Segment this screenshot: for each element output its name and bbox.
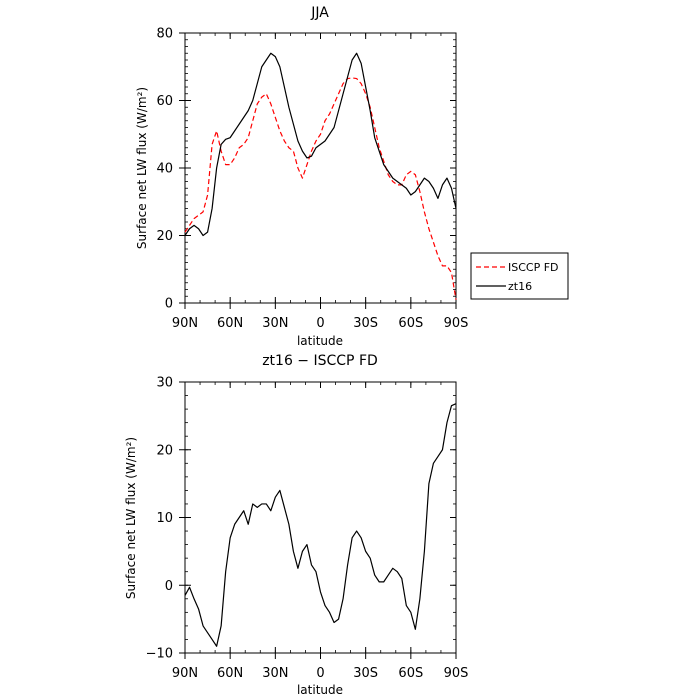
bottom-y-ticks: −10 0 10 20 30 <box>146 376 456 662</box>
top-x-tick-label: 60S <box>398 316 423 331</box>
bottom-x-tick-label: 0 <box>316 666 324 681</box>
top-panel: JJA 0 20 40 60 80 90N 60N 30N 0 30S 60S 90S latitu… <box>135 5 569 348</box>
top-y-tick-label: 0 <box>165 297 173 312</box>
top-x-tick-label: 30N <box>262 316 288 331</box>
top-x-tick-label: 0 <box>316 316 324 331</box>
top-series-line-isccp-fd <box>184 77 457 300</box>
legend-label-isccp: ISCCP FD <box>508 261 559 274</box>
bottom-y-tick-label: 30 <box>156 376 173 391</box>
legend-label-zt16: zt16 <box>508 280 532 293</box>
bottom-series <box>184 403 457 647</box>
top-series <box>184 52 457 300</box>
top-y-tick-label: 80 <box>156 27 173 42</box>
bottom-x-tick-label: 90N <box>172 666 198 681</box>
bottom-y-tick-label: 0 <box>165 579 173 594</box>
bottom-plot-frame <box>184 381 457 654</box>
top-x-tick-label: 60N <box>217 316 243 331</box>
bottom-chart-title: zt16 − ISCCP FD <box>262 353 378 369</box>
top-y-tick-label: 60 <box>156 94 173 109</box>
top-y-ticks: 0 20 40 60 80 <box>156 27 456 312</box>
top-x-minor-ticks <box>184 33 457 303</box>
bottom-x-tick-label: 60S <box>398 666 423 681</box>
top-y-axis-label: Surface net LW flux (W/m²) <box>135 87 149 249</box>
top-x-ticks: 90N 60N 30N 0 30S 60S 90S <box>172 33 469 331</box>
bottom-y-tick-label: 20 <box>156 443 173 458</box>
bottom-panel: zt16 − ISCCP FD −10 0 10 20 30 90N 60N 30N 0 30S… <box>124 353 468 697</box>
top-x-tick-label: 30S <box>353 316 378 331</box>
top-y-minor-ticks <box>185 32 456 304</box>
bottom-x-tick-label: 90S <box>444 666 469 681</box>
legend: ISCCP FD zt16 <box>470 252 569 300</box>
top-chart-title: JJA <box>310 5 329 21</box>
top-series-line-zt16 <box>184 52 457 237</box>
bottom-x-tick-label: 30S <box>353 666 378 681</box>
top-plot-frame <box>184 32 457 304</box>
top-y-tick-label: 20 <box>156 229 173 244</box>
bottom-x-tick-label: 60N <box>217 666 243 681</box>
bottom-x-axis-label: latitude <box>297 683 343 697</box>
bottom-y-minor-ticks <box>185 381 456 654</box>
top-x-tick-label: 90S <box>444 316 469 331</box>
bottom-x-tick-label: 30N <box>262 666 288 681</box>
bottom-y-axis-label: Surface net LW flux (W/m²) <box>124 437 138 599</box>
top-x-axis-label: latitude <box>297 334 343 348</box>
bottom-x-ticks: 90N 60N 30N 0 30S 60S 90S <box>172 382 469 681</box>
bottom-series-line-difference <box>184 403 457 647</box>
bottom-x-minor-ticks <box>184 382 457 653</box>
top-y-tick-label: 40 <box>156 162 173 177</box>
bottom-y-tick-label: −10 <box>146 647 173 662</box>
bottom-y-tick-label: 10 <box>156 511 173 526</box>
legend-box <box>470 252 569 300</box>
top-x-tick-label: 90N <box>172 316 198 331</box>
